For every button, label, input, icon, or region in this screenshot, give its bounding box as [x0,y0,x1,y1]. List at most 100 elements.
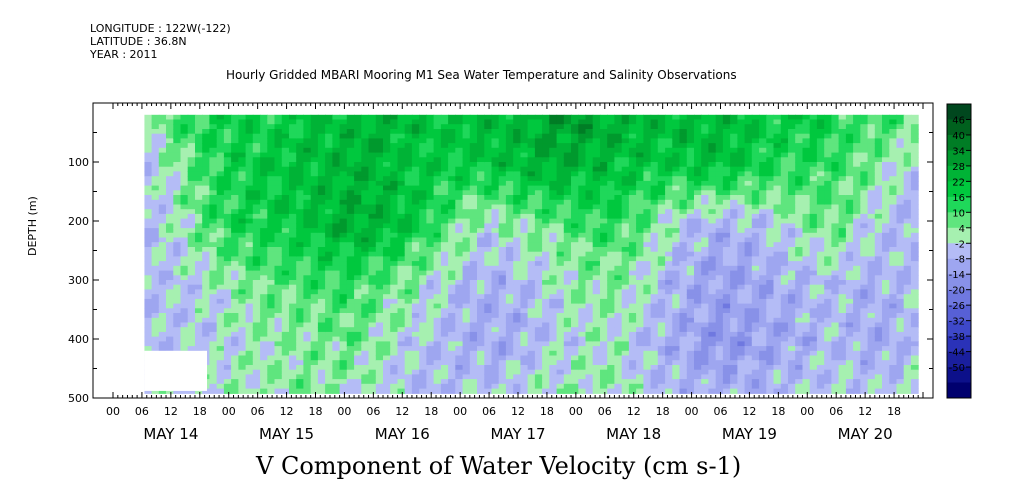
heatmap-cell [534,308,543,314]
heatmap-cell [563,213,572,220]
heatmap-cell [571,157,579,163]
heatmap-cell [657,204,666,210]
heatmap-cell [296,265,304,272]
heatmap-cell [636,322,644,328]
heatmap-cell [397,298,406,305]
heatmap-cell [310,114,319,121]
heatmap-cell [296,133,304,139]
heatmap-cell [216,213,225,220]
heatmap-cell [144,171,153,177]
heatmap-cell [505,152,514,158]
heatmap-cell [556,152,565,158]
heatmap-cell [289,336,297,342]
heatmap-cell [375,180,384,187]
heatmap-cell [361,280,370,286]
heatmap-cell [722,369,731,375]
heatmap-cell [679,133,688,139]
heatmap-cell [657,275,666,281]
heatmap-cell [571,166,579,172]
heatmap-cell [383,166,391,172]
heatmap-cell [433,237,442,243]
heatmap-cell [636,129,644,135]
heatmap-cell [679,237,688,243]
heatmap-cell [578,114,587,121]
heatmap-cell [426,298,435,305]
heatmap-cell [346,355,355,361]
heatmap-cell [260,346,268,352]
heatmap-cell [281,133,290,139]
heatmap-cell [383,223,391,229]
heatmap-cell [527,228,536,234]
heatmap-cell [166,275,174,281]
heatmap-cell [397,209,406,215]
heatmap-cell [354,374,362,380]
heatmap-cell [267,336,276,342]
heatmap-cell [260,195,268,201]
heatmap-cell [636,162,644,168]
heatmap-cell [317,247,326,253]
heatmap-cell [361,195,370,201]
heatmap-cell [744,185,753,191]
heatmap-cell [484,294,493,300]
heatmap-cell [310,166,319,172]
heatmap-cell [701,133,709,139]
heatmap-cell [216,265,225,272]
heatmap-cell [730,213,738,220]
heatmap-cell [346,228,355,234]
heatmap-cell [672,308,681,314]
heatmap-cell [289,195,297,201]
heatmap-cell [346,143,355,149]
heatmap-cell [361,265,370,272]
heatmap-cell [173,228,182,234]
heatmap-cell [505,322,514,328]
heatmap-cell [679,162,688,168]
heatmap-cell [354,350,362,357]
heatmap-cell [534,251,543,257]
heatmap-cell [542,350,550,357]
heatmap-cell [715,228,724,234]
heatmap-cell [411,209,420,215]
heatmap-cell [455,289,464,295]
heatmap-cell [158,289,167,295]
heatmap-cell [665,157,673,163]
heatmap-cell [274,294,283,300]
heatmap-cell [556,133,565,139]
heatmap-cell [686,143,695,149]
heatmap-cell [173,190,182,196]
heatmap-cell [368,190,377,196]
heatmap-cell [390,204,398,210]
heatmap-cell [549,360,558,366]
heatmap-cell [158,322,167,328]
heatmap-cell [491,157,500,163]
heatmap-cell [694,213,702,220]
heatmap-cell [223,209,232,215]
heatmap-cell [310,374,319,380]
heatmap-cell [440,322,449,328]
heatmap-cell [715,247,724,253]
heatmap-cell [556,218,565,224]
heatmap-cell [238,374,247,380]
heatmap-cell [505,232,514,239]
heatmap-cell [332,124,341,130]
heatmap-cell [571,289,579,295]
heatmap-cell [600,331,608,338]
heatmap-cell [621,379,630,385]
heatmap-cell [621,218,630,224]
heatmap-cell [549,199,558,206]
heatmap-cell [520,388,529,394]
heatmap-cell [686,341,695,347]
heatmap-cell [426,346,435,352]
heatmap-cell [556,331,565,338]
heatmap-cell [556,171,565,177]
heatmap-cell [354,341,362,347]
heatmap-cell [332,383,341,390]
heatmap-cell [462,138,471,144]
heatmap-cell [151,114,160,121]
heatmap-cell [491,166,500,172]
heatmap-cell [534,369,543,375]
heatmap-cell [346,341,355,347]
heatmap-cell [571,379,579,385]
heatmap-cell [448,327,456,333]
heatmap-cell [534,152,543,158]
heatmap-cell [563,313,572,319]
